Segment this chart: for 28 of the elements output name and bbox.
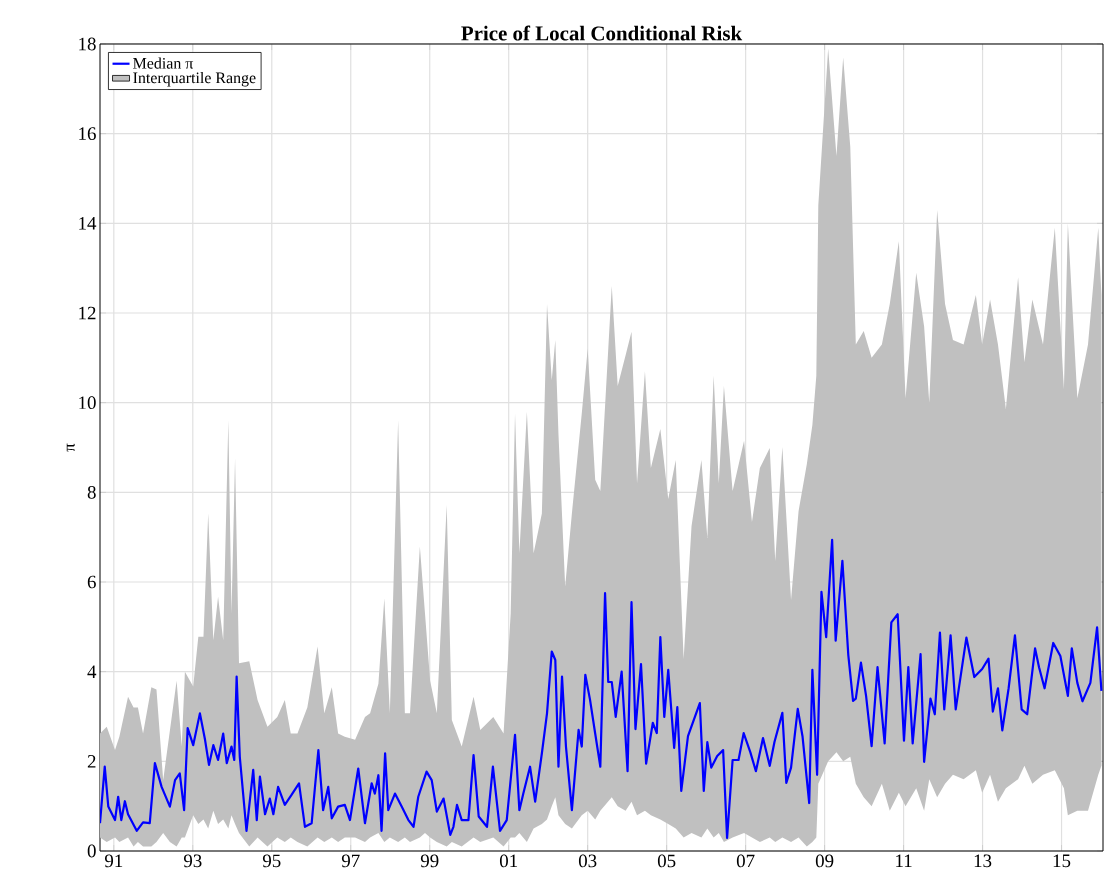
y-tick-label: 0 (87, 844, 96, 858)
chart-title: Price of Local Conditional Risk (461, 25, 743, 41)
x-tick-label: 93 (183, 854, 202, 868)
x-tick-label: 97 (341, 854, 360, 868)
y-tick-label: 18 (79, 37, 96, 51)
y-tick-label: 8 (87, 485, 96, 499)
x-tick-label: 91 (104, 854, 123, 868)
x-tick-label: 03 (578, 854, 597, 868)
line-series (100, 538, 1103, 840)
x-tick-label: 05 (657, 854, 676, 868)
legend-label: Interquartile Range (133, 71, 256, 87)
y-tick-label: 16 (79, 127, 96, 141)
x-tick-label: 07 (736, 854, 755, 868)
y-tick-label: 10 (79, 396, 96, 410)
x-tick-label: 15 (1053, 854, 1071, 868)
y-tick-label: 6 (87, 575, 96, 589)
x-tick-label: 11 (896, 854, 912, 868)
x-tick-label: 09 (815, 854, 834, 868)
y-axis-title: π (66, 443, 75, 452)
y-tick-label: 2 (87, 755, 96, 768)
y-tick-label: 4 (87, 665, 97, 678)
x-tick-label: 13 (974, 854, 992, 868)
x-tick-label: 99 (420, 854, 439, 868)
y-tick-label: 12 (79, 306, 96, 320)
x-tick-label: 95 (262, 854, 281, 868)
legend-label: Median π (133, 57, 194, 69)
y-tick-label: 14 (79, 217, 97, 230)
x-tick-label: 01 (499, 854, 518, 868)
